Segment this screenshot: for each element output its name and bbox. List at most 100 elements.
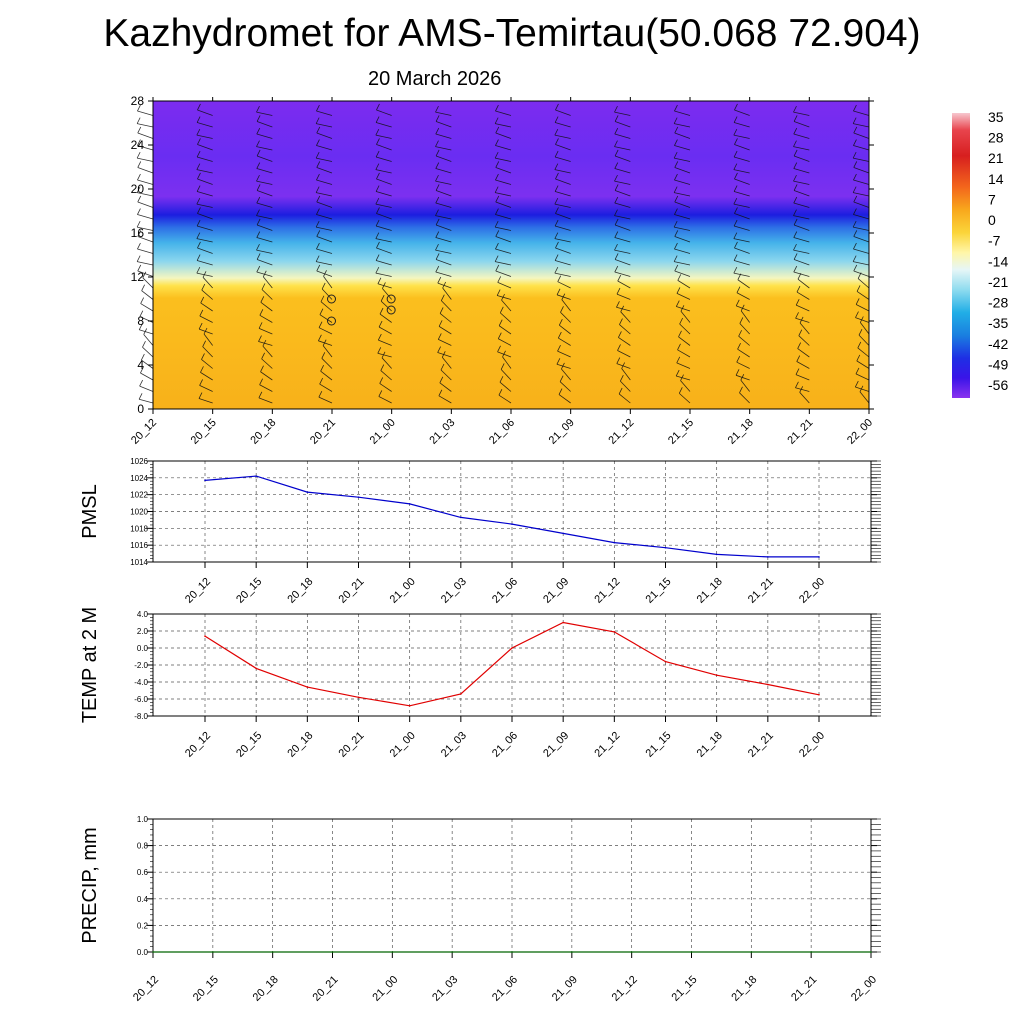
wind-barb bbox=[733, 191, 750, 197]
wind-barb bbox=[558, 337, 571, 346]
wind-barb-flag bbox=[674, 173, 678, 181]
data-point bbox=[204, 635, 206, 637]
data-point bbox=[818, 693, 820, 696]
wind-barb-flag bbox=[196, 232, 201, 239]
wind-barb-flag bbox=[616, 287, 621, 295]
wind-barb-flag bbox=[739, 386, 743, 393]
wind-barb bbox=[200, 372, 213, 381]
wind-barb-flag bbox=[142, 341, 146, 348]
wind-barb-flag bbox=[554, 254, 559, 261]
wind-barb-flag bbox=[376, 138, 380, 145]
wind-barb-flag bbox=[674, 126, 679, 134]
wind-barb-flag bbox=[795, 312, 799, 319]
data-point bbox=[306, 686, 309, 688]
data-point bbox=[451, 951, 453, 953]
colorbar-label: -14 bbox=[988, 253, 1008, 269]
x-tick-label: 21_00 bbox=[370, 974, 400, 1004]
wind-barb bbox=[435, 271, 452, 277]
wind-barb bbox=[319, 314, 333, 323]
wind-barb-flag bbox=[614, 218, 619, 226]
wind-barb-flag bbox=[376, 103, 380, 111]
wind-barb-flag bbox=[197, 103, 201, 111]
wind-barb bbox=[197, 178, 213, 185]
wind-barb bbox=[614, 259, 631, 266]
wind-barb bbox=[733, 169, 750, 174]
colorbar-label: -49 bbox=[988, 356, 1008, 372]
wind-barb bbox=[137, 192, 154, 197]
wind-barb bbox=[674, 236, 691, 243]
wind-barb bbox=[500, 369, 512, 381]
data-point bbox=[408, 503, 411, 505]
wind-barb-flag bbox=[734, 103, 738, 111]
wind-barb bbox=[196, 122, 213, 128]
wind-barb bbox=[321, 358, 333, 369]
wind-barb bbox=[258, 341, 273, 346]
y-tick-label: 1.0 bbox=[137, 815, 149, 824]
wind-barb bbox=[437, 282, 452, 289]
wind-barb bbox=[258, 397, 273, 404]
wind-barb bbox=[676, 306, 691, 312]
wind-barb-flag bbox=[440, 363, 445, 371]
wind-barb bbox=[137, 157, 154, 162]
wind-barb-flag bbox=[858, 328, 863, 336]
data-point bbox=[818, 556, 820, 558]
wind-barb-flag bbox=[673, 151, 678, 159]
wind-barb-flag bbox=[796, 355, 801, 362]
wind-barb-flag bbox=[614, 162, 619, 169]
data-point bbox=[204, 479, 206, 482]
wind-barb bbox=[853, 123, 870, 128]
wind-barb-flag bbox=[796, 285, 801, 293]
wind-barb-flag bbox=[853, 208, 857, 215]
wind-barb bbox=[199, 385, 213, 392]
x-tick-label: 21_00 bbox=[388, 576, 418, 606]
wind-barb bbox=[378, 339, 392, 346]
wind-barb bbox=[495, 226, 512, 231]
wind-barb bbox=[620, 311, 631, 323]
x-tick-label: 21_21 bbox=[746, 576, 776, 606]
x-tick-label: 21_12 bbox=[592, 576, 622, 606]
wind-barb-flag bbox=[258, 335, 262, 342]
x-tick-label: 20_15 bbox=[234, 730, 264, 760]
wind-barb-flag bbox=[139, 379, 144, 387]
data-point bbox=[767, 556, 769, 558]
wind-barb-flag bbox=[256, 253, 261, 260]
wind-barb bbox=[256, 215, 273, 220]
wind-barb-flag bbox=[375, 163, 380, 170]
wind-barb bbox=[318, 340, 333, 346]
wind-barb bbox=[137, 145, 154, 151]
wind-barb-flag bbox=[315, 151, 320, 159]
wind-barb bbox=[377, 283, 392, 289]
x-tick-label: 21_00 bbox=[388, 730, 418, 760]
wind-barb-flag bbox=[614, 196, 619, 204]
wind-barb-flag bbox=[142, 271, 147, 278]
wind-barb-flag bbox=[852, 117, 857, 124]
heatmap-y-tick-label: 16 bbox=[131, 226, 145, 240]
wind-barb bbox=[321, 288, 333, 300]
wind-barb-flag bbox=[498, 319, 503, 326]
wind-barb bbox=[197, 247, 213, 254]
wind-barb-flag bbox=[560, 306, 564, 313]
x-tick-label: 21_18 bbox=[695, 730, 725, 760]
wind-barb-flag bbox=[795, 368, 800, 375]
wind-barb-flag bbox=[502, 350, 506, 358]
wind-barb-flag bbox=[497, 276, 502, 283]
wind-barb bbox=[739, 392, 750, 404]
wind-barb bbox=[495, 157, 512, 162]
wind-barb bbox=[554, 203, 571, 208]
wind-barb bbox=[795, 317, 810, 323]
wind-barb bbox=[619, 324, 631, 335]
wind-barb-flag bbox=[554, 185, 559, 192]
wind-barb-flag bbox=[495, 242, 499, 250]
wind-barb bbox=[256, 155, 273, 162]
wind-barb bbox=[196, 272, 213, 277]
wind-barb-flag bbox=[494, 117, 499, 124]
wind-barb-flag bbox=[674, 208, 678, 215]
wind-barb-flag bbox=[379, 377, 384, 384]
wind-barb bbox=[435, 259, 452, 266]
wind-barb bbox=[560, 312, 571, 323]
wind-barb-flag bbox=[316, 139, 320, 146]
wind-barb-flag bbox=[614, 231, 619, 238]
wind-barb bbox=[793, 121, 810, 128]
wind-barb bbox=[316, 226, 333, 231]
wind-barb bbox=[556, 294, 571, 300]
